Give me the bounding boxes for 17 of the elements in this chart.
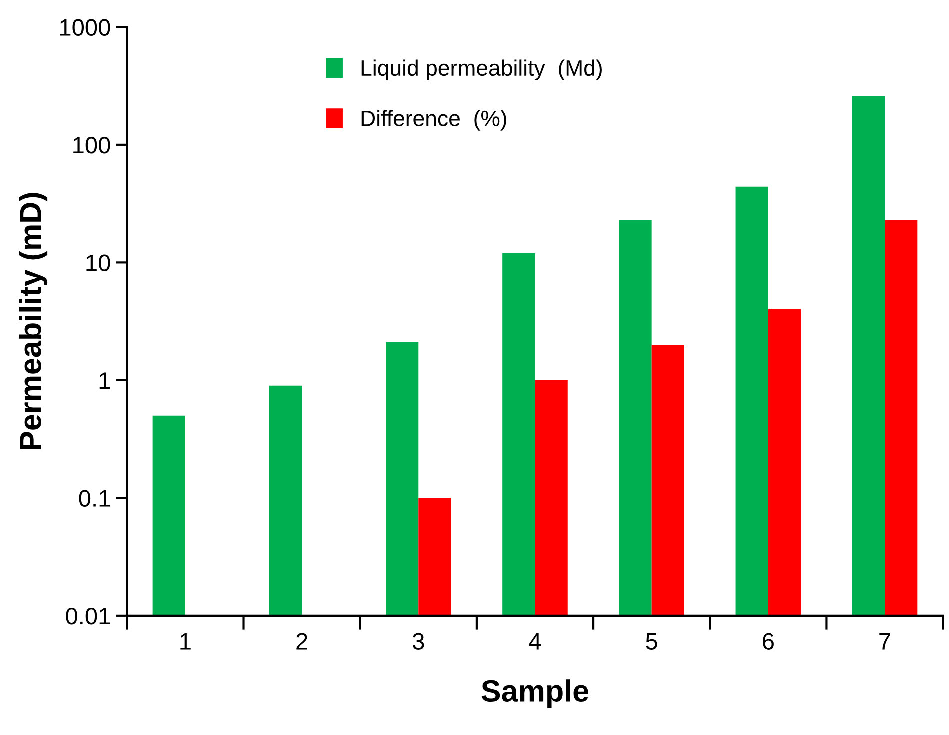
y-tick-label: 0.1 <box>79 490 110 507</box>
x-tick-label: 4 <box>529 633 542 650</box>
x-tick-label: 7 <box>880 633 890 650</box>
x-tick-label: 1 <box>180 633 191 650</box>
y-axis-title: Permeability (mD) <box>19 193 48 450</box>
x-tick-label: 6 <box>763 633 774 650</box>
x-tick-label: 2 <box>296 633 308 650</box>
legend-label: Difference (%) <box>362 110 506 131</box>
y-tick-label: 10 <box>86 254 110 272</box>
x-tick-label: 3 <box>412 633 424 650</box>
y-tick-label: 100 <box>74 137 110 154</box>
y-tick-label: 1000 <box>60 19 110 36</box>
y-tick-label: 0.01 <box>66 608 110 625</box>
x-axis-title: Sample <box>482 680 589 708</box>
x-tick-label: 5 <box>646 633 658 650</box>
y-tick-label: 1 <box>100 372 110 389</box>
legend-label: Liquid permeability (Md) <box>362 60 602 80</box>
